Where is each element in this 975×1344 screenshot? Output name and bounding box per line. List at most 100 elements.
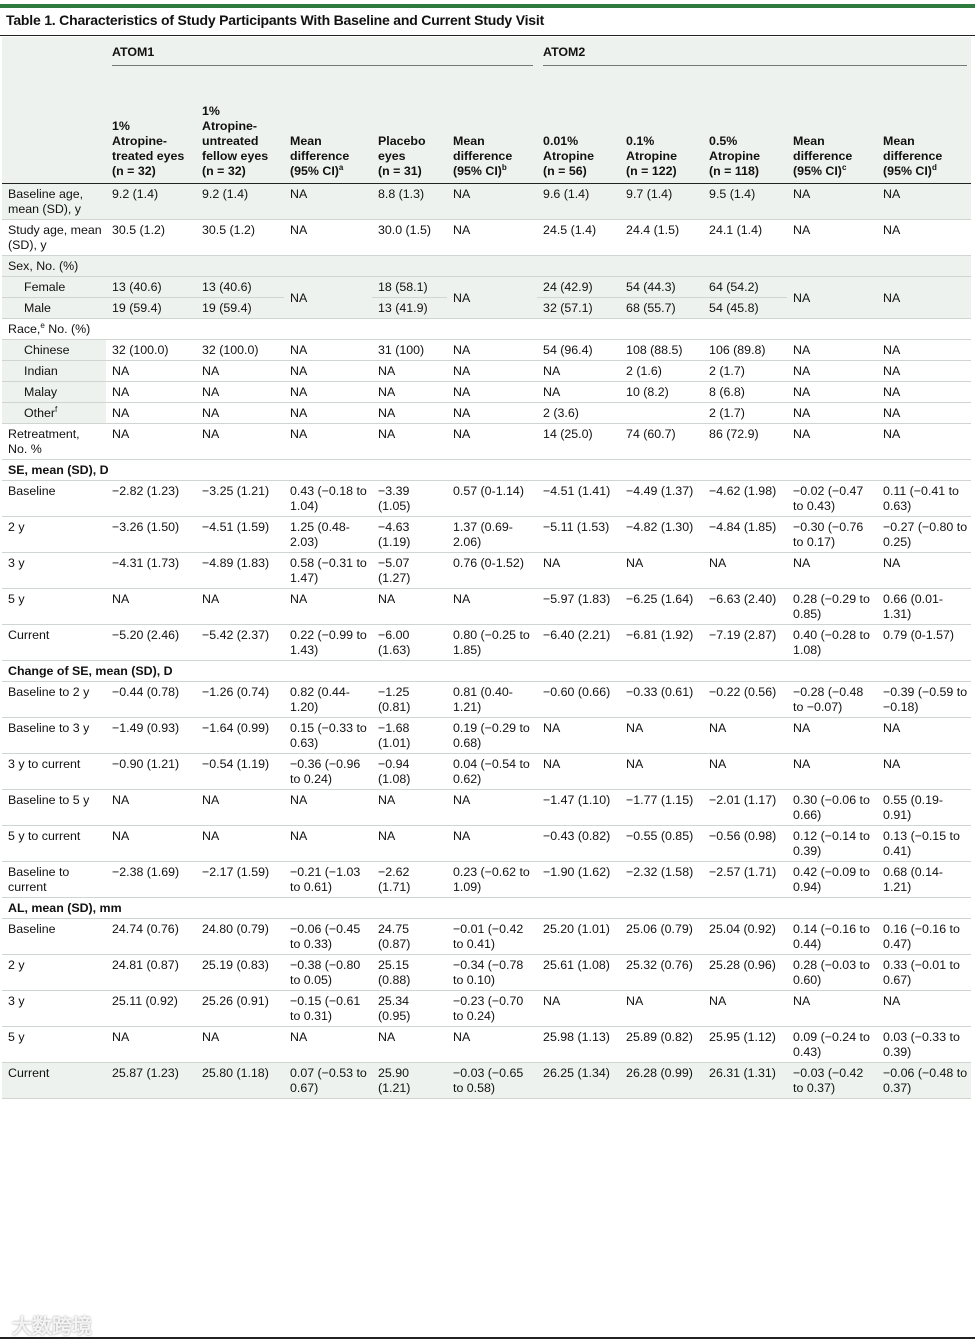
table-cell: NA: [284, 276, 372, 319]
table-cell: 25.80 (1.18): [196, 1062, 284, 1099]
table-cell: NA: [787, 219, 878, 256]
table-cell: NA: [284, 183, 372, 220]
table-cell: NA: [537, 360, 621, 382]
table-row-se-base: Baseline −2.82 (1.23) −3.25 (1.21) 0.43 (−0…: [2, 480, 972, 517]
table-cell: 2 (1.6): [620, 360, 704, 382]
table-cell: −4.62 (1.98): [703, 480, 788, 517]
table-cell: NA: [447, 219, 538, 256]
table-cell: 0.40 (−0.28 to 1.08): [787, 624, 878, 661]
table-cell: NA: [106, 381, 196, 403]
table-cell: −1.47 (1.10): [537, 789, 621, 826]
table-row-indian: Indian NA NA NA NA NA NA 2 (1.6) 2 (1.7) NA NA: [2, 360, 972, 382]
row-label: 3 y: [2, 552, 106, 589]
table-cell: −0.28 (−0.48 to −0.07): [787, 681, 878, 718]
column-header-line: eyes: [378, 149, 406, 163]
table-cell: −4.31 (1.73): [106, 552, 196, 589]
table-cell: −0.30 (−0.76 to 0.17): [787, 516, 878, 553]
table-cell: 13 (40.6): [106, 276, 196, 298]
row-label: 5 y: [2, 1026, 106, 1063]
table-cell: 24.4 (1.5): [620, 219, 704, 256]
table-cell: NA: [537, 753, 621, 790]
table-cell: 0.14 (−0.16 to 0.44): [787, 918, 878, 955]
table-row-se-cur: Current −5.20 (2.46) −5.42 (2.37) 0.22 (−0.…: [2, 624, 972, 661]
column-header-1: 1% Atropine-treated eyes (n = 32): [106, 72, 196, 184]
table-cell: 26.28 (0.99): [620, 1062, 704, 1099]
table-cell: 25.11 (0.92): [106, 990, 196, 1027]
column-header-10: Mean difference (95% CI)d: [877, 72, 972, 184]
column-header-line: (95% CI): [793, 164, 842, 178]
table-cell: −1.26 (0.74): [196, 681, 284, 718]
table-row-chg-5c: 5 y to current NA NA NA NA NA −0.43 (0.82) −0.5…: [2, 825, 972, 862]
table-cell: NA: [284, 360, 372, 382]
table-cell: 25.04 (0.92): [703, 918, 788, 955]
table-cell: NA: [620, 990, 704, 1027]
column-header-line: (n = 32): [112, 164, 156, 178]
table-cell: 86 (72.9): [703, 423, 788, 460]
table-row-se-5y: 5 y NA NA NA NA NA −5.97 (1.83) −6.25 (1.64) −6.…: [2, 588, 972, 625]
table-cell: −0.03 (−0.65 to 0.58): [447, 1062, 538, 1099]
table-row-al-base: Baseline 24.74 (0.76) 24.80 (0.79) −0.06 (−…: [2, 918, 972, 955]
table-cell: NA: [372, 789, 447, 826]
table-cell: 0.11 (−0.41 to 0.63): [877, 480, 972, 517]
row-label: Baseline age, mean (SD), y: [2, 183, 106, 220]
table-cell: −3.25 (1.21): [196, 480, 284, 517]
row-label: Baseline: [2, 918, 106, 955]
row-label: Baseline to 3 y: [2, 717, 106, 754]
table-row-base-age: Baseline age, mean (SD), y 9.2 (1.4) 9.2 (…: [2, 183, 972, 220]
title-rule: [0, 35, 975, 36]
section-heading: AL, mean (SD), mm: [2, 897, 972, 919]
table-cell: 64 (54.2): [703, 276, 788, 298]
table-cell: −2.32 (1.58): [620, 861, 704, 898]
table-title: Table 1. Characteristics of Study Partic…: [6, 12, 545, 28]
table-cell: NA: [620, 753, 704, 790]
column-header-line: Mean: [793, 134, 825, 148]
table-cell: 26.31 (1.31): [703, 1062, 788, 1099]
column-header-line: 0.01%: [543, 134, 579, 148]
table-cell: −2.01 (1.17): [703, 789, 788, 826]
table-cell: −0.39 (−0.59 to −0.18): [877, 681, 972, 718]
table-row-al-3y: 3 y 25.11 (0.92) 25.26 (0.91) −0.15 (−0.61 …: [2, 990, 972, 1027]
footnote-marker: b: [501, 162, 507, 172]
table-cell: −6.81 (1.92): [620, 624, 704, 661]
table-cell: NA: [372, 423, 447, 460]
footnote-marker: e: [40, 320, 45, 330]
table-cell: NA: [877, 753, 972, 790]
table-cell: 0.09 (−0.24 to 0.43): [787, 1026, 878, 1063]
column-header-line: (n = 32): [202, 164, 246, 178]
table-cell: 0.13 (−0.15 to 0.41): [877, 825, 972, 862]
table-cell: 8 (6.8): [703, 381, 788, 403]
row-label: Male: [2, 297, 106, 319]
table-cell: 0.81 (0.40-1.21): [447, 681, 538, 718]
group-atom1: ATOM1: [106, 37, 538, 72]
table-cell: 13 (41.9): [372, 297, 447, 319]
column-header-row: 1% Atropine-treated eyes (n = 32) 1% Atropin…: [2, 72, 972, 184]
column-header-line: difference: [290, 149, 350, 163]
table-cell: NA: [372, 402, 447, 424]
bottom-rule: [0, 1337, 975, 1339]
table-cell: 9.6 (1.4): [537, 183, 621, 220]
table-cell: NA: [106, 402, 196, 424]
table-cell: −0.22 (0.56): [703, 681, 788, 718]
table-row-chg-3c: 3 y to current −0.90 (1.21) −0.54 (1.19) −0…: [2, 753, 972, 790]
table-cell: NA: [284, 588, 372, 625]
table-cell: 0.03 (−0.33 to 0.39): [877, 1026, 972, 1063]
column-header-line: difference: [453, 149, 513, 163]
table-cell: −4.82 (1.30): [620, 516, 704, 553]
table-cell: 30.5 (1.2): [106, 219, 196, 256]
table-cell: −0.44 (0.78): [106, 681, 196, 718]
table-cell: −2.38 (1.69): [106, 861, 196, 898]
table-cell: 24.75 (0.87): [372, 918, 447, 955]
table-cell: NA: [284, 381, 372, 403]
table-cell: 0.16 (−0.16 to 0.47): [877, 918, 972, 955]
column-header-line: Mean: [453, 134, 485, 148]
table-row-se-head: SE, mean (SD), D: [2, 459, 972, 481]
table-cell: −0.15 (−0.61 to 0.31): [284, 990, 372, 1027]
table-cell: NA: [196, 381, 284, 403]
table-cell: 14 (25.0): [537, 423, 621, 460]
table-cell: 24.1 (1.4): [703, 219, 788, 256]
table-cell: NA: [447, 381, 538, 403]
table-cell: NA: [372, 1026, 447, 1063]
table-cell: NA: [787, 339, 878, 361]
column-header-line: Mean: [290, 134, 322, 148]
race-label: Race,: [8, 322, 41, 336]
